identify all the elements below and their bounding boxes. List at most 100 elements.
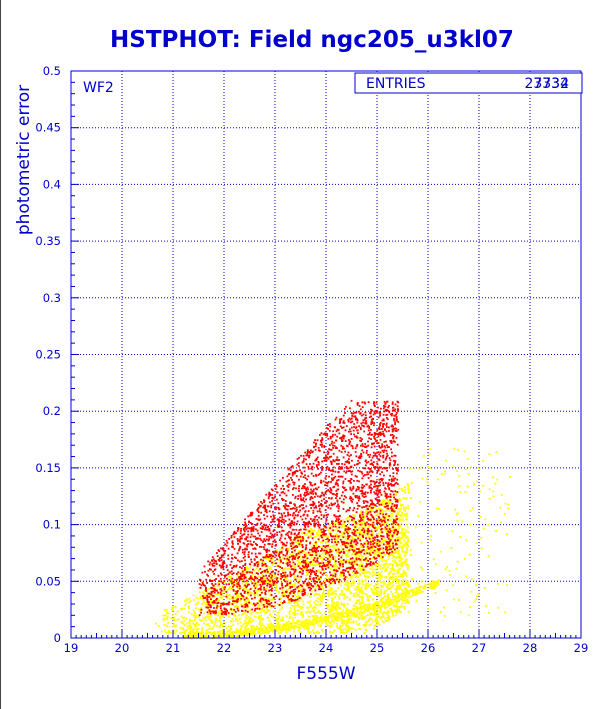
yellow-point (326, 574, 328, 577)
yellow-point (301, 622, 303, 624)
yellow-point (250, 591, 253, 594)
yellow-point (263, 625, 266, 628)
yellow-point (360, 552, 363, 555)
red-point (323, 457, 325, 459)
yellow-point (373, 614, 375, 616)
yellow-point (331, 548, 333, 551)
yellow-point (430, 586, 433, 588)
red-point (312, 475, 315, 477)
yellow-point (352, 607, 355, 610)
yellow-point (485, 605, 488, 607)
red-point (394, 521, 396, 523)
yellow-point (391, 596, 394, 598)
yellow-point (231, 584, 233, 586)
yellow-point (376, 593, 379, 595)
yellow-point (301, 600, 304, 603)
yellow-point (280, 597, 283, 600)
yellow-point (363, 625, 366, 627)
yellow-point (341, 614, 343, 616)
yellow-point (345, 589, 348, 592)
red-point (225, 544, 228, 547)
yellow-point (384, 612, 387, 615)
yellow-point (324, 615, 327, 618)
yellow-point (374, 619, 376, 622)
red-point (342, 480, 345, 483)
yellow-point (295, 604, 297, 607)
red-point (386, 525, 389, 527)
yellow-point (331, 605, 333, 608)
yellow-point (252, 631, 255, 634)
red-point (215, 610, 217, 613)
yellow-point (390, 512, 393, 515)
yellow-point (375, 593, 377, 596)
yellow-point (232, 579, 235, 582)
red-point (323, 445, 325, 447)
yellow-point (387, 551, 390, 554)
yellow-point (291, 584, 294, 586)
yellow-point (305, 561, 308, 564)
red-point (323, 514, 326, 517)
yellow-point (382, 612, 385, 614)
yellow-point (204, 606, 207, 609)
yellow-point (296, 612, 299, 615)
yellow-point (347, 609, 350, 611)
yellow-point (358, 616, 361, 619)
yellow-point (197, 631, 199, 634)
yellow-point (452, 584, 454, 587)
yellow-point (300, 612, 302, 615)
yellow-point (344, 581, 347, 583)
yellow-point (290, 596, 292, 599)
yellow-point (294, 613, 297, 615)
yellow-point (434, 592, 437, 594)
red-point (314, 439, 316, 441)
yellow-point (212, 604, 215, 607)
yellow-point (380, 570, 383, 573)
yellow-point (395, 561, 398, 564)
red-point (296, 575, 299, 578)
red-point (335, 416, 338, 419)
red-point (387, 537, 390, 540)
yellow-point (388, 519, 390, 521)
yellow-point (379, 564, 382, 567)
yellow-point (190, 631, 193, 634)
yellow-point (479, 515, 482, 518)
yellow-point (359, 549, 361, 552)
yellow-point (335, 616, 338, 618)
yellow-point (312, 529, 315, 532)
yellow-point (343, 592, 345, 595)
yellow-point (365, 531, 368, 534)
yellow-point (314, 617, 316, 620)
yellow-point (328, 543, 330, 546)
yellow-point (367, 585, 370, 588)
red-point (329, 448, 332, 451)
yellow-point (257, 569, 260, 571)
yellow-point (405, 518, 408, 521)
yellow-point (247, 622, 250, 625)
yellow-point (265, 581, 268, 583)
yellow-point (165, 617, 168, 620)
red-point (364, 522, 367, 525)
red-point (377, 416, 380, 419)
yellow-point (341, 631, 344, 634)
yellow-point (364, 526, 367, 529)
yellow-point (405, 590, 407, 593)
yellow-point (401, 596, 404, 598)
yellow-point (351, 530, 353, 533)
yellow-point (491, 476, 494, 479)
yellow-point (296, 601, 299, 604)
yellow-point (346, 553, 348, 555)
yellow-point (388, 554, 391, 556)
yellow-point (245, 569, 247, 571)
red-point (220, 556, 223, 559)
yellow-point (406, 549, 409, 552)
red-point (287, 483, 290, 486)
yellow-point (319, 577, 321, 580)
yellow-point (446, 566, 449, 568)
yellow-point (384, 523, 386, 526)
yellow-point (402, 533, 405, 536)
yellow-point (401, 488, 403, 490)
yellow-point (167, 631, 170, 633)
yellow-point (400, 558, 403, 561)
yellow-point (339, 631, 342, 634)
